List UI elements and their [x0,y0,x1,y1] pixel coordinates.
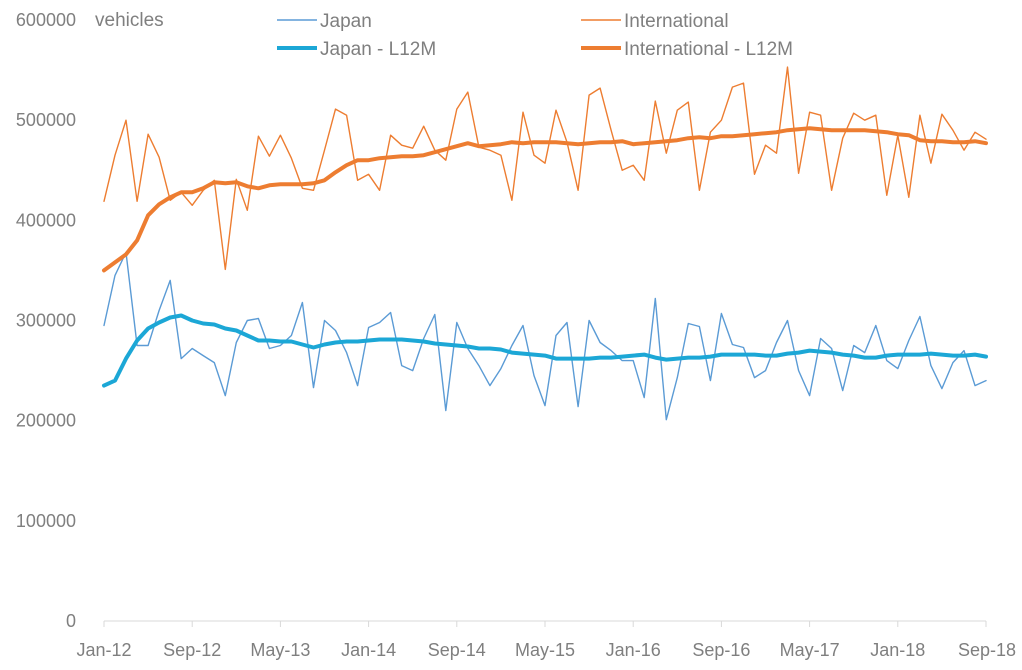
series-line-international [103,66,987,271]
legend-label-japan: Japan [320,11,372,32]
x-tick-label: Jan-14 [341,640,396,660]
x-tick-label: Jan-16 [606,640,661,660]
y-tick-label: 500000 [16,110,76,130]
series-layer [102,66,988,421]
x-tick-label: Sep-12 [163,640,221,660]
axis-layer: 6000005000004000003000002000001000000Jan… [16,10,1016,660]
series-line-japan [103,251,987,421]
x-tick-label: May-17 [780,640,840,660]
legend-label-international: International [624,11,729,32]
x-tick-label: Jan-12 [76,640,131,660]
y-tick-label: 100000 [16,511,76,531]
series-line-international-l12m [102,126,988,273]
x-tick-label: Sep-18 [958,640,1016,660]
y-axis-unit-label: vehicles [95,10,164,31]
x-tick-label: May-13 [250,640,310,660]
y-tick-label: 300000 [16,311,76,331]
legend-label-japan-l12m: Japan - L12M [320,39,436,60]
x-tick-label: May-15 [515,640,575,660]
y-tick-label: 0 [66,611,76,631]
y-tick-label: 600000 [16,10,76,30]
legend: Japan International Japan - L12M Interna… [277,11,793,60]
legend-label-international-l12m: International - L12M [624,39,793,60]
series-line-japan-l12m [102,313,988,388]
y-tick-label: 200000 [16,411,76,431]
x-tick-label: Sep-14 [428,640,486,660]
y-tick-label: 400000 [16,210,76,230]
x-tick-label: Sep-16 [692,640,750,660]
x-tick-label: Jan-18 [870,640,925,660]
